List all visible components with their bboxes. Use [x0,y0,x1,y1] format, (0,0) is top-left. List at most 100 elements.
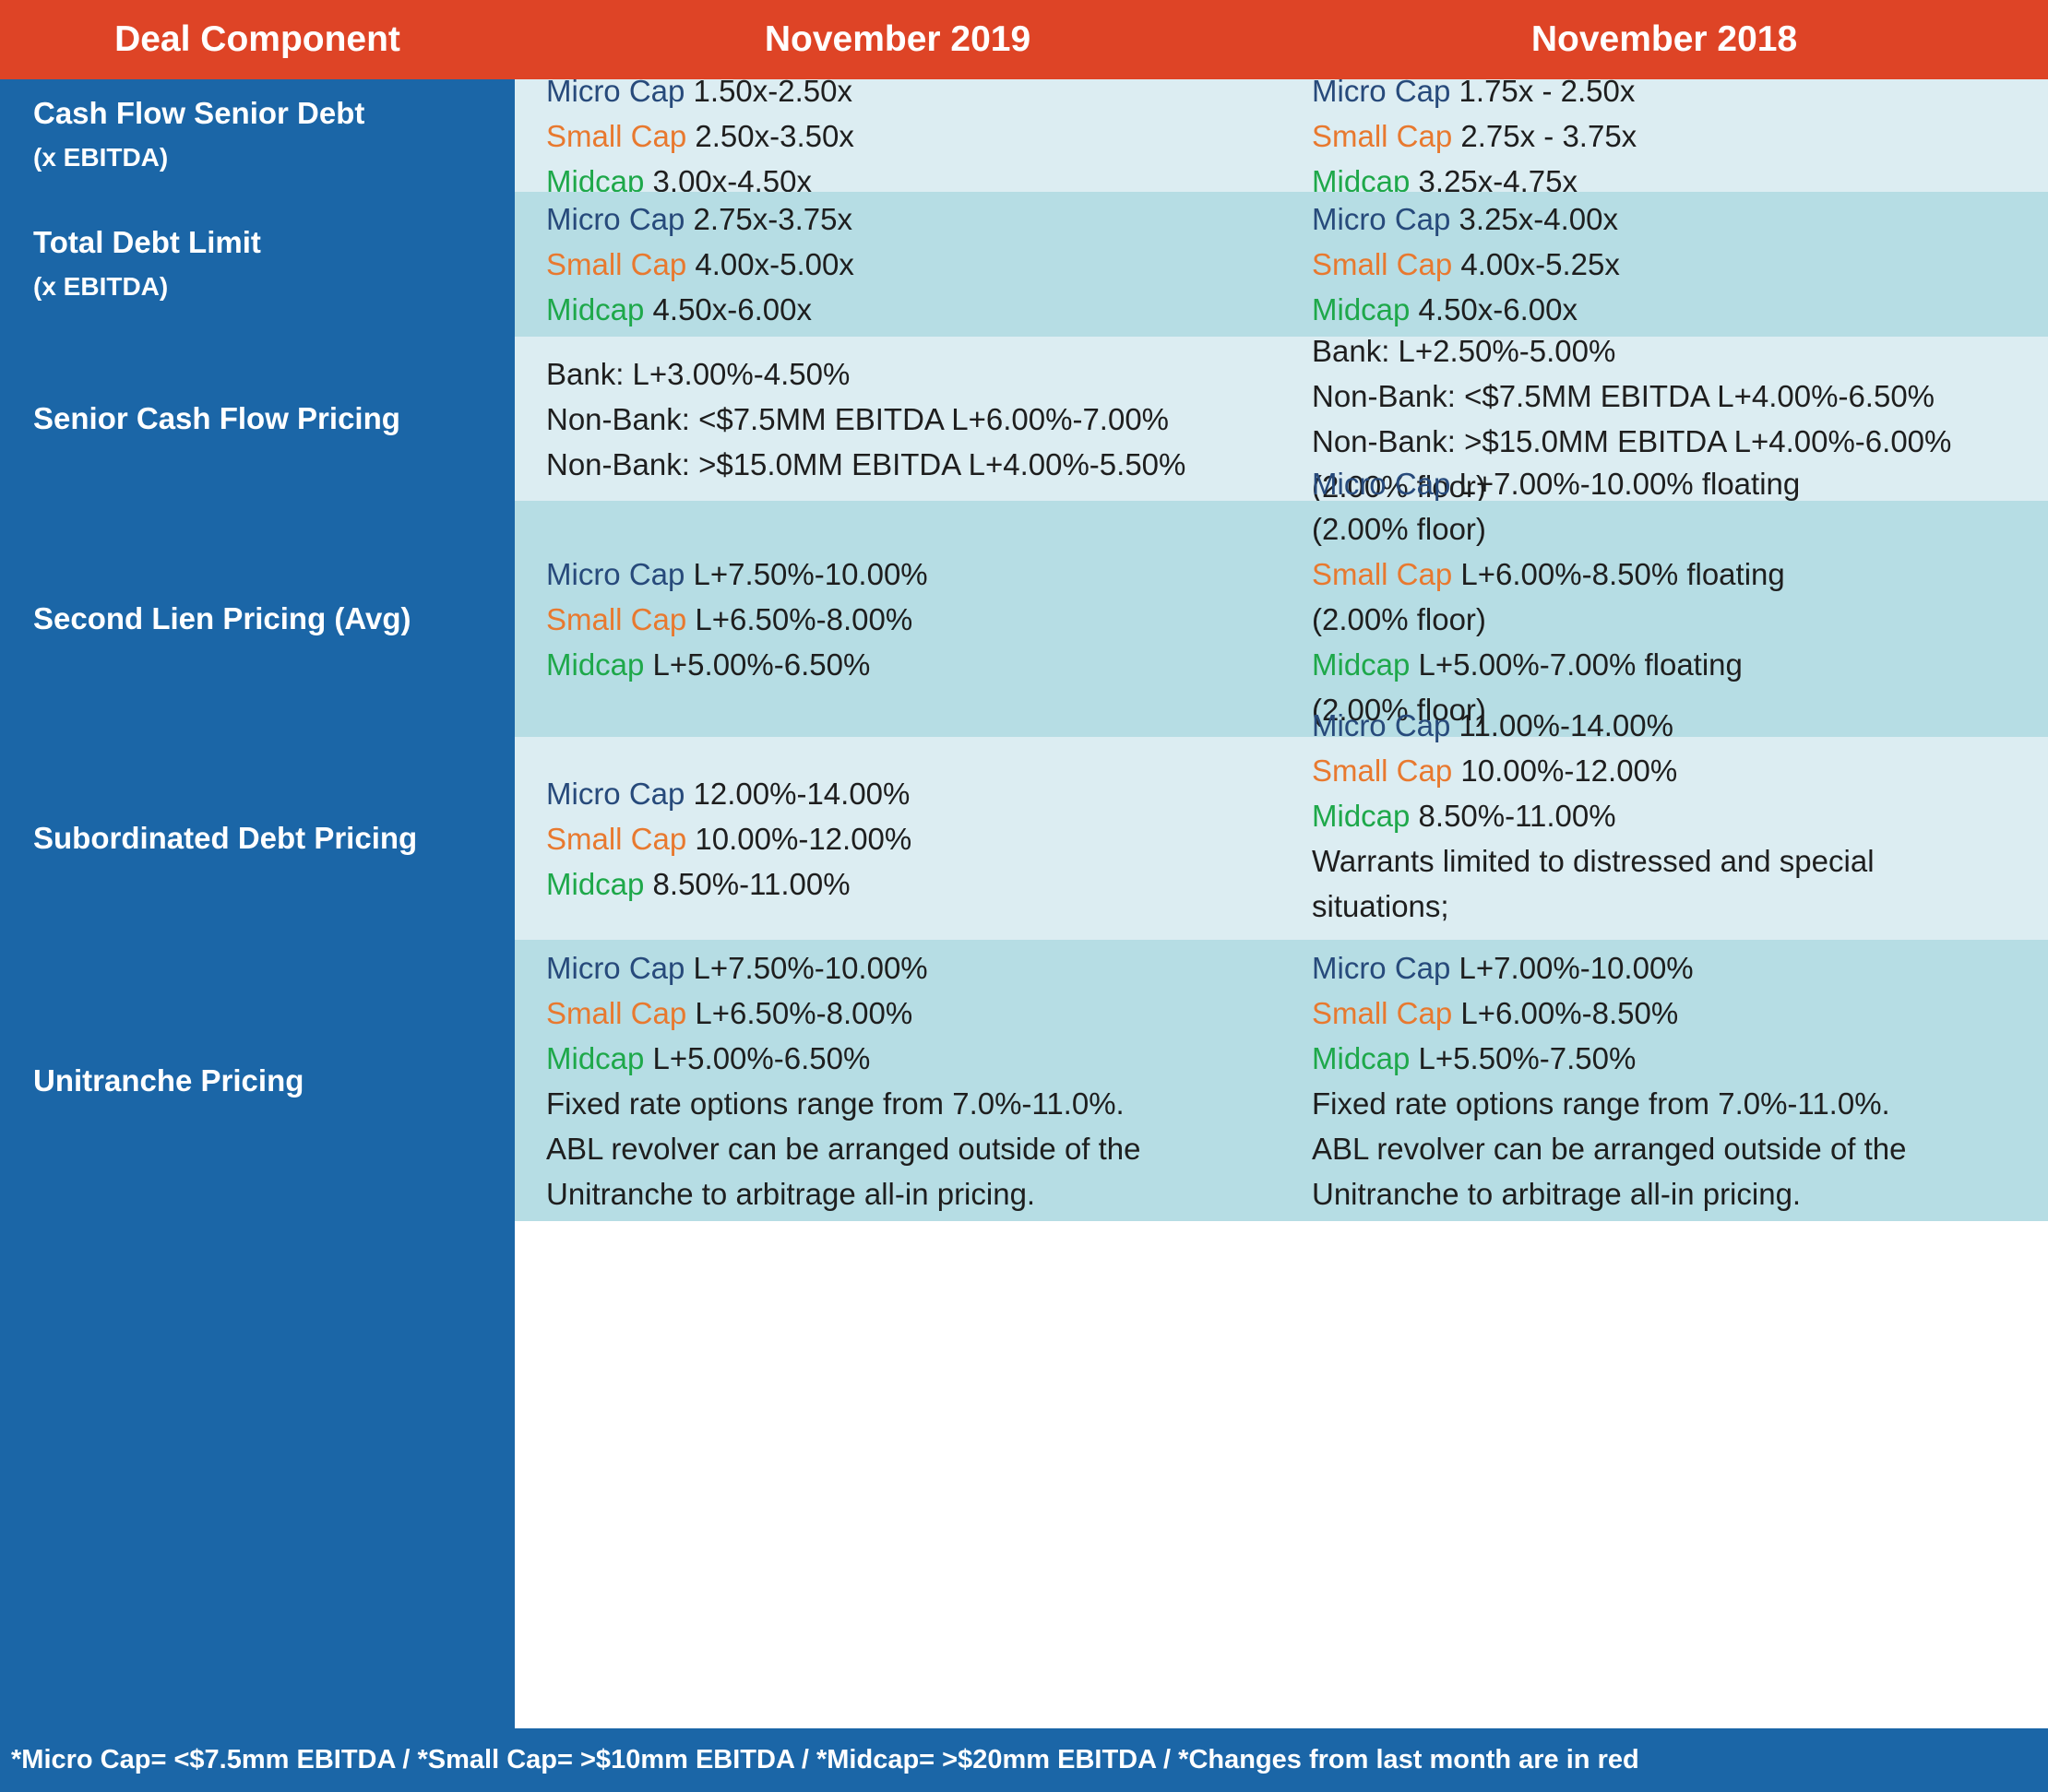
cell-value: Fixed rate options range from 7.0%-11.0%… [546,1086,1125,1121]
cell-line: Non-Bank: >$15.0MM EBITDA L+4.00%-5.50% [546,442,1280,487]
row-label-title: Senior Cash Flow Pricing [33,401,400,435]
cell-line: Small Cap L+6.00%-8.50% [1312,991,2048,1036]
cell-value: 11.00%-14.00% [1450,708,1673,742]
cap-tier-label: Small Cap [546,821,687,856]
cell-value: 12.00%-14.00% [685,776,911,811]
cap-tier-label: Midcap [546,1040,645,1075]
cell-line: Non-Bank: <$7.5MM EBITDA L+6.00%-7.00% [546,397,1280,442]
cell-value: Unitranche to arbitrage all-in pricing. [546,1176,1036,1211]
cell-value: L+7.50%-10.00% [685,950,928,985]
cell-value: Fixed rate options range from 7.0%-11.0%… [1312,1086,1890,1121]
cell-line: Midcap L+5.00%-7.00% floating [1312,642,2048,687]
cell-value: Unitranche to arbitrage all-in pricing. [1312,1176,1802,1211]
cap-tier-label: Small Cap [1312,995,1453,1030]
cell-value: Non-Bank: >$15.0MM EBITDA L+4.00%-5.50% [546,446,1186,481]
cell-value: 2.75x-3.75x [685,202,852,236]
cell-line: Micro Cap L+7.00%-10.00% [1312,945,2048,991]
cell-line: Midcap 4.50x-6.00x [546,287,1280,332]
header-november-2018: November 2018 [1530,19,1798,59]
cell-value: ABL revolver can be arranged outside of … [546,1131,1141,1166]
cap-tier-label: Small Cap [546,995,687,1030]
cell-value: 2.75x - 3.75x [1452,118,1637,153]
cap-tier-label: Midcap [546,292,645,326]
cell-value: (2.00% floor) [1312,601,1486,636]
cell-value: L+5.00%-6.50% [644,647,871,682]
cap-tier-label: Micro Cap [1312,202,1451,236]
cell-line: (2.00% floor) [1312,597,2048,642]
cell-november-2019: Micro Cap 12.00%-14.00% Small Cap 10.00%-… [515,737,1280,940]
cell-value: 8.50%-11.00% [644,866,851,901]
cell-november-2019: Micro Cap L+7.50%-10.00% Small Cap L+6.50… [515,501,1280,737]
cell-line: ABL revolver can be arranged outside of … [1312,1126,2048,1171]
cap-tier-label: Small Cap [546,247,687,281]
cell-value: Bank: L+3.00%-4.50% [546,356,851,391]
cap-tier-label: Micro Cap [546,950,685,985]
row-label-unit: (x EBITDA) [33,271,169,301]
cell-line: Small Cap L+6.50%-8.00% [546,991,1280,1036]
cell-line: Non-Bank: >$15.0MM EBITDA L+4.00%-6.00% [1312,419,2048,464]
cell-value: 2.50x-3.50x [686,118,854,153]
cell-line: Midcap 4.50x-6.00x [1312,287,2048,332]
table-row: Total Debt Limit (x EBITDA) Micro Cap 2.75… [0,192,2048,337]
row-label: Second Lien Pricing (Avg) [0,501,515,737]
row-label: Cash Flow Senior Debt (x EBITDA) [0,79,515,192]
cell-value: 10.00%-12.00% [686,821,912,856]
cap-tier-label: Midcap [1312,292,1411,326]
cell-value: Non-Bank: >$15.0MM EBITDA L+4.00%-6.00% [1312,424,1952,458]
cell-value: (2.00% floor) [1312,511,1486,546]
cap-tier-label: Micro Cap [1312,73,1451,108]
cell-line: (2.00% floor) [1312,464,2048,509]
cell-line: Small Cap 10.00%-12.00% [1312,748,2048,793]
cell-line: Small Cap 4.00x-5.25x [1312,242,2048,287]
cell-line: Micro Cap L+7.00%-10.00% floating [1312,461,2048,506]
row-label-title: Cash Flow Senior Debt [33,96,365,130]
cap-tier-label: Midcap [1312,799,1411,833]
cap-tier-label: Small Cap [546,601,687,636]
cell-value: L+6.50%-8.00% [686,995,913,1030]
cell-line: Midcap 8.50%-11.00% [546,861,1280,907]
cell-value: L+6.00%-8.50% floating [1452,556,1785,591]
cell-value: 4.50x-6.00x [1410,292,1578,326]
cell-november-2018: Micro Cap 1.75x - 2.50x Small Cap 2.75x -… [1280,74,2048,198]
cell-november-2018: Bank: L+2.50%-5.00% Non-Bank: <$7.5MM EBI… [1280,334,2048,504]
table-row: Cash Flow Senior Debt (x EBITDA) Micro Cap… [0,74,2048,198]
header-november-2019: November 2019 [764,19,1031,59]
cap-tier-label: Small Cap [1312,556,1453,591]
cell-line: Small Cap L+6.00%-8.50% floating [1312,552,2048,597]
cell-value: 8.50%-11.00% [1410,799,1616,833]
cell-line: Midcap L+5.00%-6.50% [546,642,1280,687]
row-label-unit: (x EBITDA) [33,143,169,172]
cell-line: Micro Cap 1.50x-2.50x [546,68,1280,113]
cell-line: Midcap L+5.00%-6.50% [546,1036,1280,1081]
cell-value: L+5.50%-7.50% [1410,1040,1637,1075]
table-row: Subordinated Debt Pricing Micro Cap 12.00… [0,708,2048,968]
cell-value: 4.50x-6.00x [644,292,813,326]
cell-line: Small Cap 2.75x - 3.75x [1312,113,2048,159]
cell-value: L+5.00%-6.50% [644,1040,871,1075]
cell-line: Unitranche to arbitrage all-in pricing. [546,1171,1280,1216]
cell-line: situations; [1312,884,2048,929]
cap-tier-label: Micro Cap [1312,466,1451,501]
label-column-background [0,79,515,1728]
cell-value: Non-Bank: <$7.5MM EBITDA L+4.00%-6.50% [1312,379,1935,413]
header-deal-component: Deal Component [114,19,400,59]
cap-tier-label: Small Cap [546,118,687,153]
cell-line: Unitranche to arbitrage all-in pricing. [1312,1171,2048,1216]
cell-line: Midcap L+5.50%-7.50% [1312,1036,2048,1081]
cell-line: Non-Bank: <$7.5MM EBITDA L+4.00%-6.50% [1312,374,2048,419]
cap-tier-label: Micro Cap [1312,950,1451,985]
cell-value: Non-Bank: <$7.5MM EBITDA L+6.00%-7.00% [546,401,1170,436]
cell-line: Micro Cap 11.00%-14.00% [1312,703,2048,748]
cell-line: ABL revolver can be arranged outside of … [546,1126,1280,1171]
cell-line: (2.00% floor) [1312,687,2048,732]
cap-tier-label: Micro Cap [1312,708,1451,742]
row-label-title: Second Lien Pricing (Avg) [33,601,411,635]
cap-tier-label: Micro Cap [546,556,685,591]
cell-value: L+7.50%-10.00% [685,556,928,591]
cell-value: (2.00% floor) [1312,469,1486,504]
cell-line: Midcap 8.50%-11.00% [1312,793,2048,838]
row-label: Unitranche Pricing [0,940,515,1221]
cell-line: Micro Cap 12.00%-14.00% [546,771,1280,816]
cap-tier-label: Small Cap [1312,247,1453,281]
